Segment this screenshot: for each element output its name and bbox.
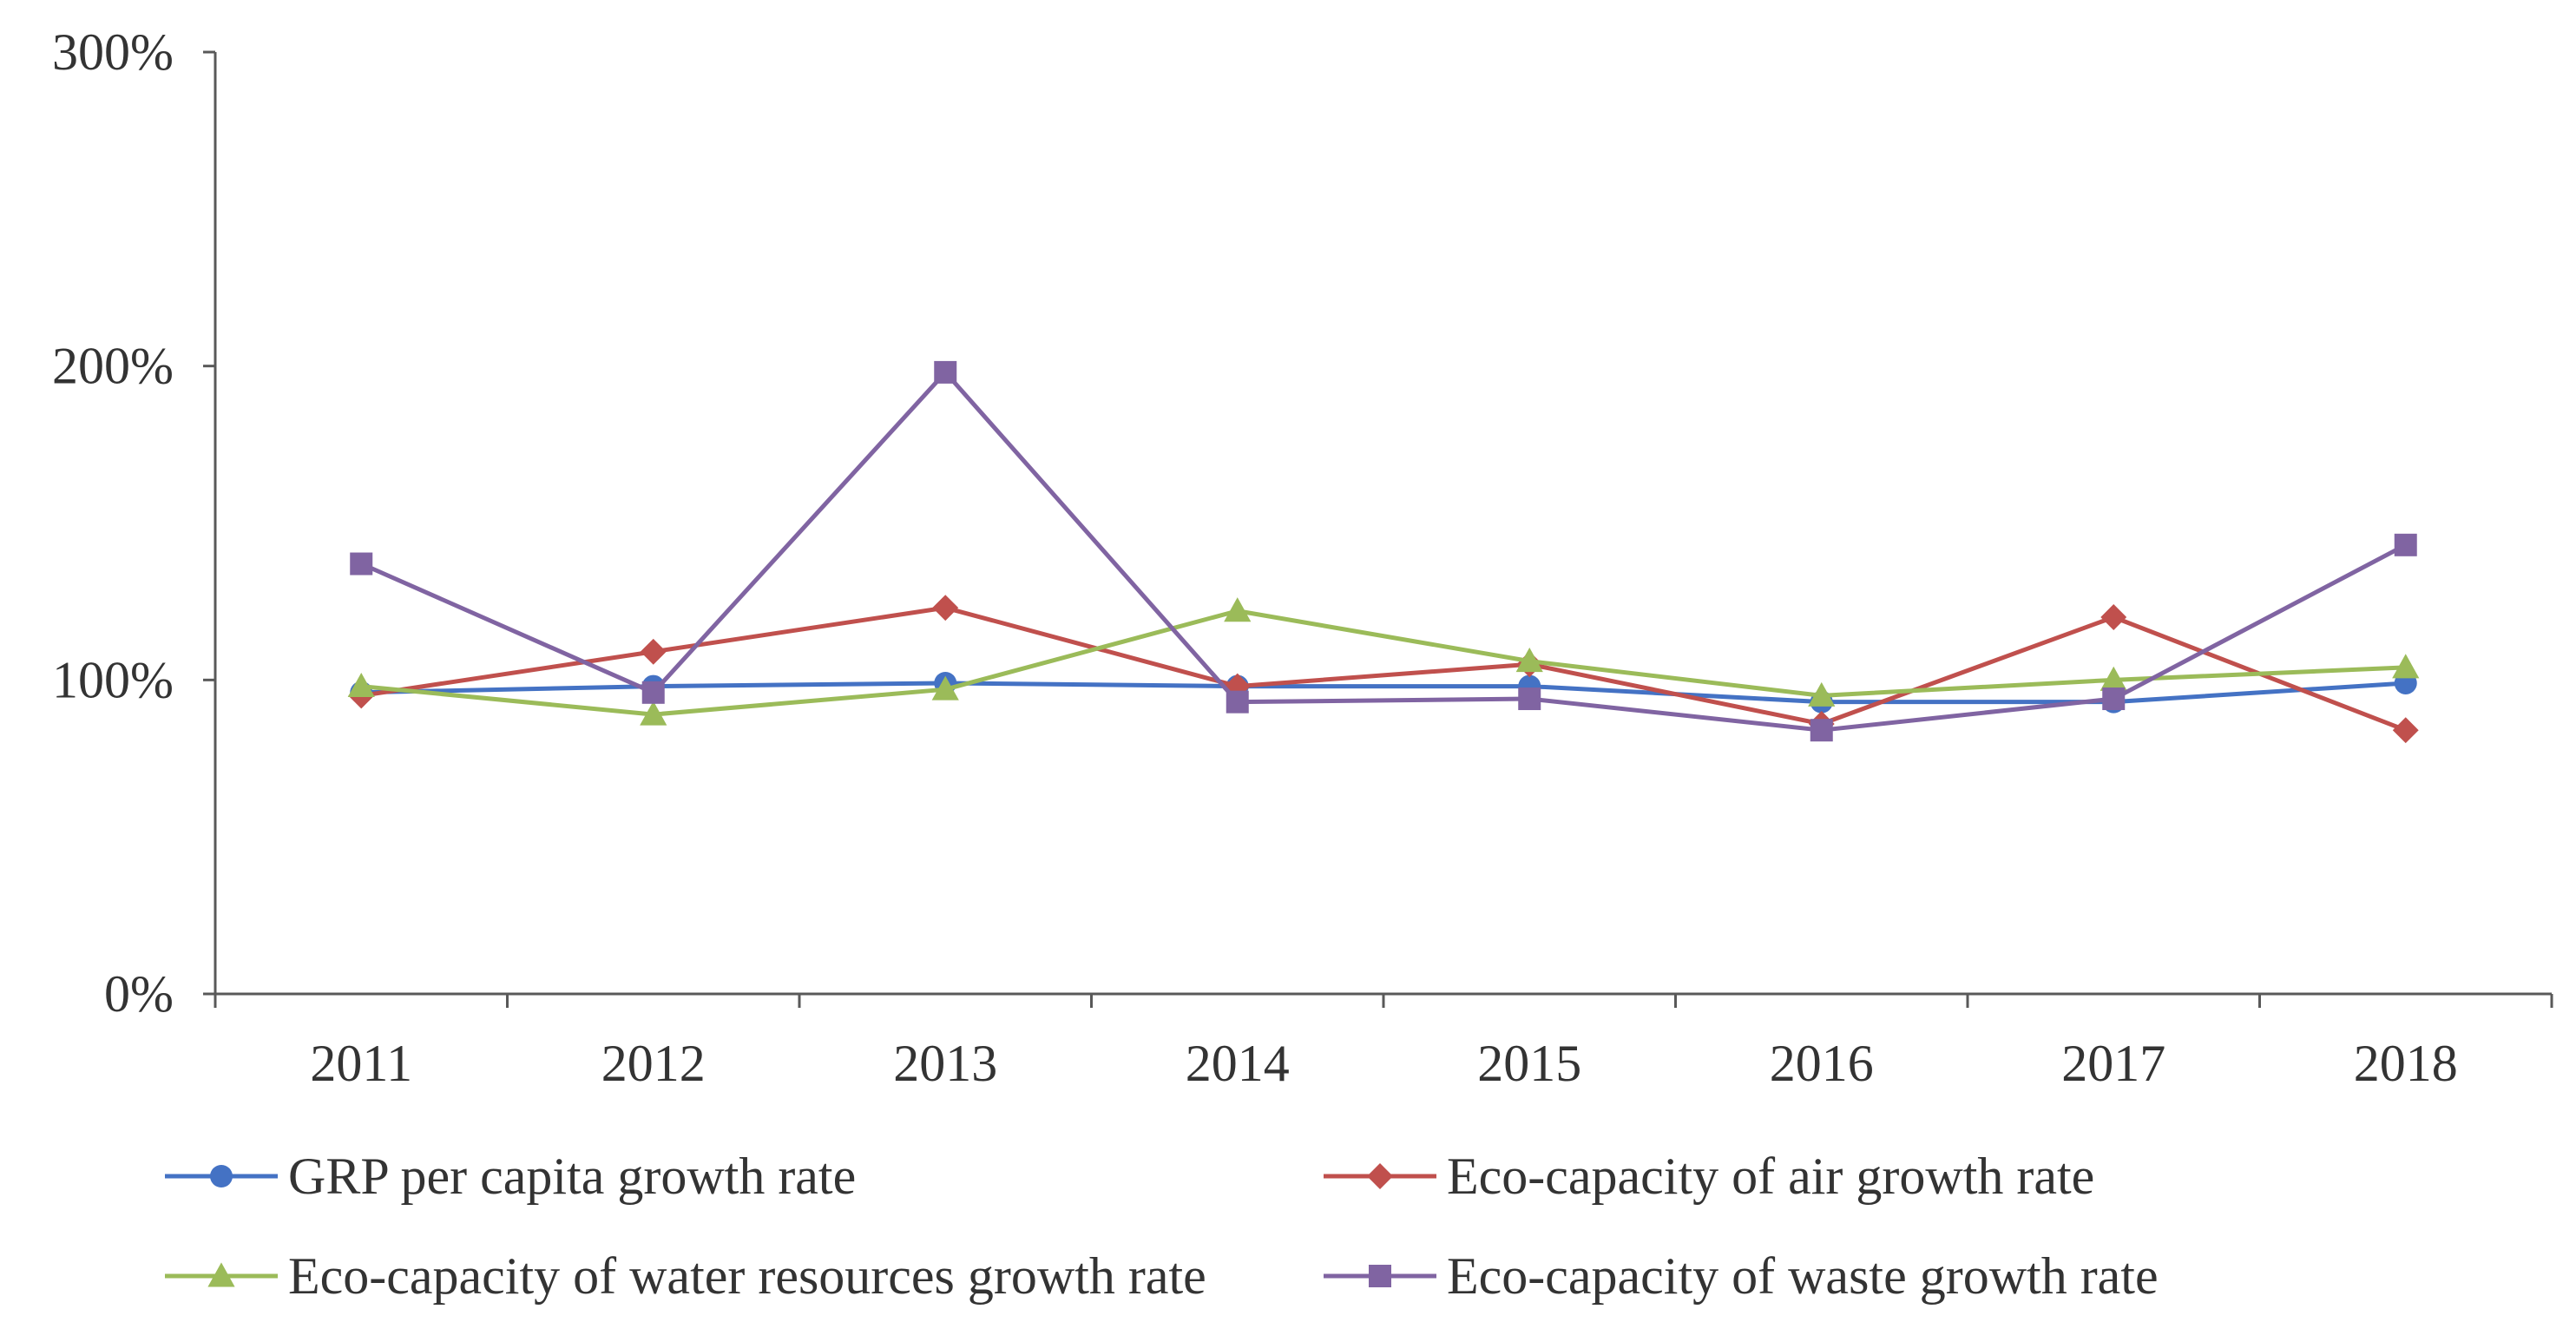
x-tick-label: 2015: [1477, 1035, 1581, 1092]
series-layer: [347, 360, 2420, 744]
legend-label: Eco-capacity of air growth rate: [1447, 1148, 2094, 1205]
data-point: [1810, 719, 1833, 742]
x-tick-label: 2013: [893, 1035, 997, 1092]
legend-item-grp-per-capita-growth-rate: GRP per capita growth rate: [165, 1148, 856, 1205]
y-tick-label: 0%: [104, 965, 174, 1023]
legend-item-eco-capacity-of-air-growth-rate: Eco-capacity of air growth rate: [1324, 1148, 2094, 1205]
data-point: [2100, 666, 2127, 691]
series-line: [360, 370, 2407, 733]
x-tick-label: 2014: [1186, 1035, 1290, 1092]
data-point: [931, 675, 959, 701]
axes: 0% 100% 200% 300% 2011 2012 2013 2014 2015 2016 20…: [52, 23, 2553, 1092]
data-point: [1808, 681, 1836, 707]
data-point: [640, 638, 667, 665]
legend: GRP per capita growth rate Eco-capacity o…: [165, 1148, 2159, 1305]
legend-label: GRP per capita growth rate: [288, 1148, 856, 1205]
legend-item-eco-capacity-of-water-resources-growth-rate: Eco-capacity of water resources growth r…: [165, 1247, 1206, 1305]
y-tick-label: 100%: [52, 651, 174, 708]
legend-label: Eco-capacity of water resources growth r…: [288, 1247, 1206, 1305]
legend-marker: [207, 1262, 235, 1287]
data-point: [1518, 687, 1541, 711]
data-point: [2392, 654, 2420, 679]
x-tick-label: 2012: [601, 1035, 706, 1092]
data-point: [1224, 597, 1252, 622]
series-eco-capacity-of-waste-growth-rate: [350, 360, 2417, 742]
data-point: [932, 595, 959, 622]
legend-item-eco-capacity-of-waste-growth-rate: Eco-capacity of waste growth rate: [1324, 1247, 2159, 1305]
legend-marker: [210, 1165, 233, 1187]
data-point: [350, 552, 373, 576]
legend-marker: [1369, 1265, 1391, 1287]
data-point: [2100, 604, 2127, 630]
data-point: [641, 681, 665, 704]
x-tick-label: 2011: [310, 1035, 412, 1092]
y-tick-label: 200%: [52, 338, 174, 395]
data-point: [1226, 690, 1249, 714]
series-eco-capacity-of-water-resources-growth-rate: [347, 597, 2420, 726]
x-tick-label: 2017: [2061, 1035, 2165, 1092]
y-tick-label: 300%: [52, 23, 174, 81]
data-point: [347, 672, 375, 698]
data-point: [2394, 533, 2417, 556]
legend-marker: [1367, 1163, 1393, 1189]
series-line: [361, 609, 2406, 717]
data-point: [2392, 717, 2419, 744]
x-tick-label: 2018: [2354, 1035, 2458, 1092]
legend-label: Eco-capacity of waste growth rate: [1447, 1247, 2159, 1305]
series-line: [360, 605, 2407, 733]
data-point: [640, 701, 667, 726]
data-point: [2102, 687, 2126, 711]
x-tick-label: 2016: [1770, 1035, 1874, 1092]
data-point: [934, 360, 957, 384]
data-point: [1515, 648, 1543, 673]
